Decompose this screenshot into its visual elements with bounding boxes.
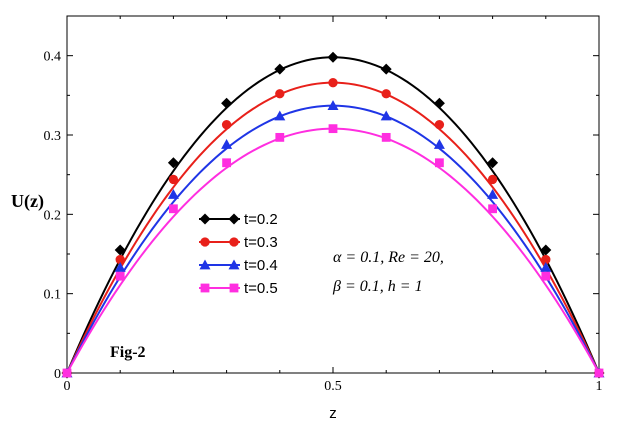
data-point: [327, 51, 339, 63]
data-point: [275, 132, 285, 142]
series-t-0-5: [62, 124, 604, 378]
data-point: [540, 261, 552, 272]
data-point: [541, 271, 551, 281]
params-line-2: β = 0.1, h = 1: [332, 278, 423, 295]
x-tick-label: 0: [64, 379, 71, 394]
data-point: [168, 174, 179, 185]
data-point: [274, 110, 286, 121]
data-point: [229, 237, 239, 247]
series-t-0-3: [62, 77, 604, 378]
data-point: [487, 174, 498, 185]
data-point: [380, 63, 392, 75]
series-layer: [61, 51, 605, 379]
data-point: [167, 189, 179, 199]
data-point: [200, 283, 210, 293]
x-axis-label: z: [329, 405, 337, 422]
y-tick-label: 0.1: [44, 288, 62, 303]
data-point: [228, 213, 240, 225]
fig-label: Fig-2: [110, 344, 146, 361]
data-point: [222, 158, 231, 168]
x-tick-label: 1: [596, 379, 603, 394]
y-tick-label: 0.4: [44, 50, 62, 65]
data-point: [541, 254, 551, 265]
data-point: [487, 157, 499, 169]
data-point: [433, 139, 445, 149]
data-point: [381, 89, 391, 99]
data-point: [114, 261, 126, 272]
data-point: [200, 237, 210, 247]
data-point: [328, 124, 338, 134]
y-tick-labels: 0 0.1 0.2 0.3 0.4: [44, 50, 62, 382]
legend: t=0.2 t=0.3 t=0.4 t=0.5: [199, 211, 278, 297]
data-point: [328, 77, 338, 88]
legend-item: t=0.3: [199, 234, 278, 251]
data-point: [221, 139, 233, 149]
y-tick-label: 0.2: [44, 208, 62, 223]
data-point: [115, 254, 125, 265]
data-point: [274, 63, 286, 75]
data-point: [488, 204, 497, 214]
data-point: [275, 89, 285, 99]
x-tick-label: 0.5: [324, 379, 342, 394]
tick-marks: [66, 15, 600, 374]
data-point: [114, 244, 126, 256]
legend-item: t=0.5: [199, 280, 278, 297]
series-line: [66, 104, 600, 374]
legend-label: t=0.2: [244, 211, 278, 228]
data-point: [229, 283, 239, 293]
data-point: [327, 100, 339, 111]
data-point: [433, 97, 445, 109]
data-point: [221, 97, 233, 109]
legend-label: t=0.3: [244, 234, 278, 251]
data-point: [169, 204, 178, 214]
series-t-0-4: [61, 100, 605, 378]
data-point: [435, 158, 444, 168]
data-point: [199, 259, 211, 270]
series-t-0-2: [61, 51, 605, 379]
data-point: [380, 110, 392, 121]
data-point: [434, 120, 445, 130]
data-point: [381, 132, 391, 142]
data-point: [540, 244, 552, 256]
plot-frame: [66, 15, 600, 374]
legend-item: t=0.2: [199, 211, 278, 228]
data-point: [199, 213, 211, 225]
legend-label: t=0.4: [244, 257, 278, 274]
data-point: [487, 189, 499, 199]
legend-item: t=0.4: [199, 257, 278, 274]
y-axis-label: U(z): [11, 191, 44, 212]
data-point: [594, 368, 604, 378]
data-point: [115, 271, 125, 281]
x-tick-labels: 0 0.5 1: [64, 379, 603, 394]
params-line-1: α = 0.1, Re = 20,: [333, 249, 444, 266]
data-point: [167, 157, 179, 169]
data-point: [62, 368, 72, 378]
y-tick-label: 0.3: [44, 129, 62, 144]
y-tick-label: 0: [54, 367, 61, 382]
data-point: [221, 120, 232, 130]
legend-label: t=0.5: [244, 280, 278, 297]
data-point: [228, 259, 240, 270]
